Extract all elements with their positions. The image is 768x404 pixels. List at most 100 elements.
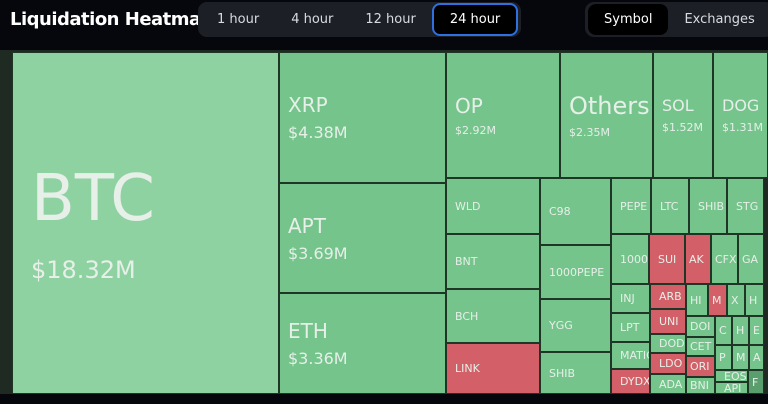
tile-symbol: ETH [288,319,328,343]
tile-symbol: BNT [455,255,478,268]
tile-pepe[interactable]: PEPE [611,178,651,234]
tile-symbol: M [736,351,746,364]
tile-inj[interactable]: INJ [611,284,650,313]
tile-symbol: EOS [724,370,747,382]
tile-symbol: ARB [659,290,682,303]
tile-symbol: UNI [659,315,679,328]
tile-value: $1.52M [662,121,703,134]
tile-sui[interactable]: SUI [649,234,685,284]
tile-symbol: LDO [659,357,683,370]
tile-value: $3.36M [288,349,348,368]
tile-stg[interactable]: STG [727,178,764,234]
tile-btc[interactable]: BTC $18.32M [12,52,279,394]
tile-symbol: H [736,324,745,337]
tile-shib[interactable]: SHIB [689,178,727,234]
tile-symbol: F [752,375,759,389]
tile-symbol: MATIC [620,349,649,362]
tile-doi[interactable]: DOI [686,316,715,337]
tile-ga[interactable]: GA [738,234,764,284]
tab-24-hour[interactable]: 24 hour [431,3,519,36]
tile-symbol: SHIB [549,366,576,380]
tile-cfx[interactable]: CFX [711,234,738,284]
tile-ldo[interactable]: LDO [650,353,686,374]
tab-12-hour[interactable]: 12 hour [365,12,416,27]
tile-ygg[interactable]: YGG [540,299,611,352]
tile-arb[interactable]: ARB [650,284,686,309]
tile-sol[interactable]: SOL $1.52M [653,52,713,178]
tile-symbol: GA [742,252,759,266]
tile-uni[interactable]: UNI [650,309,686,334]
tile-symbol: SHIB [698,199,725,213]
tile-dydx[interactable]: DYDX [611,369,650,394]
tile-symbol: WLD [455,199,481,213]
tile-others[interactable]: Others $2.35M [560,52,653,178]
tile-symbol: YGG [549,319,573,332]
view-tabs: Symbol Exchanges [585,2,768,37]
tile-symbol: ORI [690,360,710,373]
tab-exchanges[interactable]: Exchanges [684,12,755,27]
tile-symbol: SUI [658,252,677,266]
tile-cet[interactable]: CET [686,337,715,356]
tile-api[interactable]: API [715,382,748,394]
tile-value: $2.35M [569,125,610,139]
tile-hi[interactable]: HI [686,284,708,316]
tile-f[interactable]: F [748,370,764,394]
tile-h[interactable]: H [745,284,764,316]
tile-c[interactable]: C [715,316,732,345]
tile-bnt[interactable]: BNT [446,234,540,289]
tile-shib[interactable]: SHIB [540,352,611,394]
tile-symbol: SOL [662,96,694,115]
tile-bch[interactable]: BCH [446,289,540,343]
tile-m[interactable]: M [732,345,749,370]
tile-xrp[interactable]: XRP $4.38M [279,52,446,183]
tile-symbol: E [753,324,760,337]
tile-symbol: BTC [31,162,155,236]
tile-symbol: Others [569,91,650,120]
tile-symbol: DOI [690,320,711,333]
tile-symbol: API [724,382,742,394]
tile-symbol: X [731,293,739,307]
tile-ak[interactable]: AK [685,234,711,284]
tile-symbol: OP [455,93,483,118]
tile-matic[interactable]: MATIC [611,342,650,369]
tile-symbol: C [719,324,727,337]
tile-eth[interactable]: ETH $3.36M [279,293,446,394]
tile-value: $3.69M [288,243,348,263]
tile-bni[interactable]: BNI [686,377,715,394]
tile-symbol: APT [288,213,326,238]
tab-symbol[interactable]: Symbol [588,4,669,35]
tile-symbol: STG [736,199,759,213]
tile-symbol: ADA [659,377,683,391]
tile-eos[interactable]: EOS [715,370,748,382]
tile-link[interactable]: LINK [446,343,540,394]
tile-apt[interactable]: APT $3.69M [279,183,446,293]
tile-ori[interactable]: ORI [686,356,715,377]
tile-value: $18.32M [31,256,136,284]
tile-lpt[interactable]: LPT [611,313,650,342]
tile-e[interactable]: E [749,316,764,345]
tile-dog[interactable]: DOG $1.31M [713,52,768,178]
treemap: BTC $18.32M XRP $4.38M APT $3.69M ETH $3.36M OP $… [0,50,768,394]
tile-ada[interactable]: ADA [650,374,686,394]
tile-p[interactable]: P [715,345,732,370]
tile-symbol: 1000PEPE [549,265,605,279]
tile-x[interactable]: X [727,284,745,316]
tile-symbol: CET [690,340,712,353]
tab-1-hour[interactable]: 1 hour [217,12,260,27]
tile-c98[interactable]: C98 [540,178,611,245]
tile-value: $4.38M [288,123,348,142]
tile-symbol: BCH [455,309,479,323]
tile-ltc[interactable]: LTC [651,178,689,234]
tile-op[interactable]: OP $2.92M [446,52,560,178]
tile-symbol: P [719,351,726,364]
tile-wld[interactable]: WLD [446,178,540,234]
tile-1000pepe[interactable]: 1000PEPE [540,245,611,299]
tile-m[interactable]: M [708,284,727,316]
tile-symbol: BNI [690,379,710,392]
tile-dod[interactable]: DOD [650,334,686,353]
tile-a[interactable]: A [749,345,764,370]
tab-4-hour[interactable]: 4 hour [291,12,334,27]
tile-h[interactable]: H [732,316,749,345]
